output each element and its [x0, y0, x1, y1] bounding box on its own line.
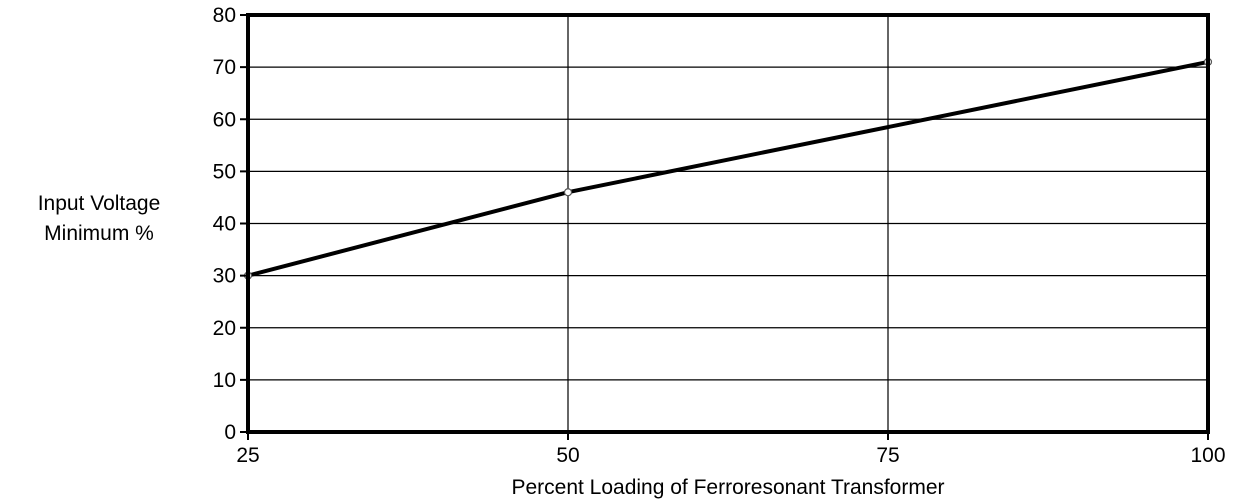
y-axis-label: Input Voltage Minimum % — [38, 192, 161, 245]
y-tick-label: 20 — [213, 317, 236, 340]
y-tick-label: 50 — [213, 160, 236, 183]
x-tick-label: 75 — [876, 444, 899, 467]
y-tick-label: 40 — [213, 213, 236, 236]
series-line — [247, 59, 1209, 278]
data-point — [563, 188, 573, 197]
y-tick-label: 80 — [213, 4, 236, 27]
x-tick-label: 25 — [236, 444, 259, 467]
y-tick-label: 0 — [224, 421, 236, 444]
x-axis-label: Percent Loading of Ferroresonant Transfo… — [511, 476, 944, 499]
y-axis-label-line-2: Minimum % — [44, 222, 154, 245]
y-tick-label: 10 — [213, 369, 236, 392]
series-line-group — [243, 57, 1213, 280]
y-tick-label: 70 — [213, 56, 236, 79]
x-tick-label: 50 — [556, 444, 579, 467]
x-tick-label: 100 — [1190, 444, 1225, 467]
y-axis-label-line-1: Input Voltage — [38, 192, 161, 215]
tick-labels: 0 10 20 30 40 50 60 70 80 25 50 75 100 — [213, 4, 1226, 467]
y-tick-label: 60 — [213, 108, 236, 131]
grid-lines — [248, 15, 1208, 432]
y-tick-label: 30 — [213, 265, 236, 288]
